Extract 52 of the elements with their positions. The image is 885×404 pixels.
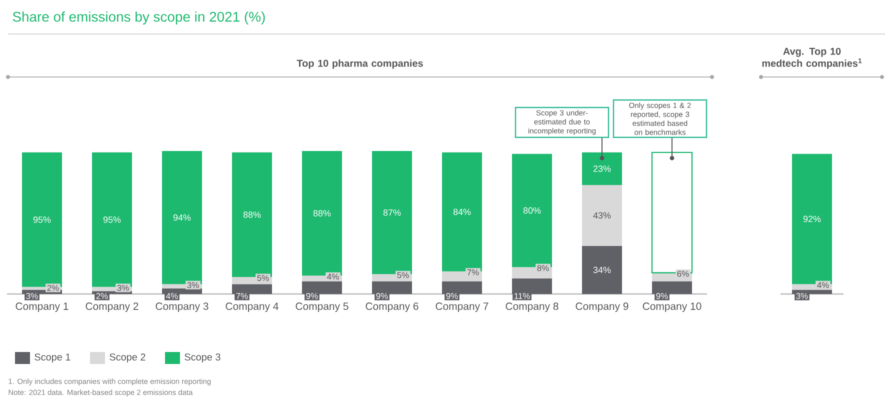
data-label: 8% [537, 265, 549, 272]
data-label: 4% [327, 274, 339, 280]
data-label: 95% [33, 216, 51, 223]
data-label: 43% [593, 212, 611, 219]
bar [582, 246, 622, 294]
data-label: 7% [236, 293, 248, 299]
chart-title: Share of emissions by scope in 2021 (%) [12, 11, 265, 24]
bar [22, 152, 62, 287]
data-label: 6% [677, 270, 689, 277]
data-label: 3% [117, 284, 129, 291]
chart-subtitle: Top 10 pharma companies [296, 60, 423, 69]
data-label: 7% [467, 269, 479, 276]
data-label: 11% [514, 293, 530, 299]
legend-label: Scope 2 [110, 353, 146, 363]
data-label: 2% [96, 293, 108, 299]
data-label: 5% [397, 272, 409, 278]
data-label: 23% [593, 166, 611, 172]
x-tick-label: Company 6 [366, 302, 418, 312]
data-label: 9% [446, 293, 458, 299]
data-label: 34% [593, 266, 611, 274]
data-label: 2% [47, 284, 59, 291]
legend-label: Scope 1 [34, 353, 70, 363]
data-label: 9% [376, 293, 388, 299]
data-label: 3% [187, 282, 199, 288]
x-tick-label: Company 10 [642, 302, 702, 312]
data-label: 87% [383, 209, 401, 216]
data-label: 88% [243, 212, 261, 218]
x-tick-label: Company 3 [156, 302, 208, 312]
bar [582, 184, 622, 246]
x-tick-label: Company 7 [436, 302, 488, 312]
data-label: 92% [803, 216, 821, 222]
data-label: 9% [306, 293, 318, 299]
x-tick-label: Company 1 [16, 302, 68, 312]
data-label: 4% [817, 282, 829, 288]
data-label: 95% [103, 216, 121, 223]
data-label: 3% [796, 293, 808, 299]
legend-label: Scope 3 [184, 353, 220, 363]
x-tick-label: Company 9 [576, 302, 628, 312]
x-tick-label: Company 5 [296, 302, 348, 312]
data-label: 4% [166, 293, 178, 299]
bar [582, 152, 622, 185]
x-tick-label: Company 8 [506, 302, 558, 312]
data-label: 84% [453, 208, 471, 216]
data-label: 9% [656, 293, 668, 299]
data-label: 94% [173, 214, 191, 221]
data-label: 88% [313, 210, 331, 216]
x-tick-label: Company 2 [86, 302, 138, 312]
data-label: 3% [26, 293, 38, 299]
text: Avg. Top 10 medtech companies$^{1}$ [762, 48, 862, 69]
x-tick-label: Company 4 [226, 302, 278, 312]
data-label: 5% [257, 275, 269, 281]
data-label: 80% [523, 207, 541, 214]
